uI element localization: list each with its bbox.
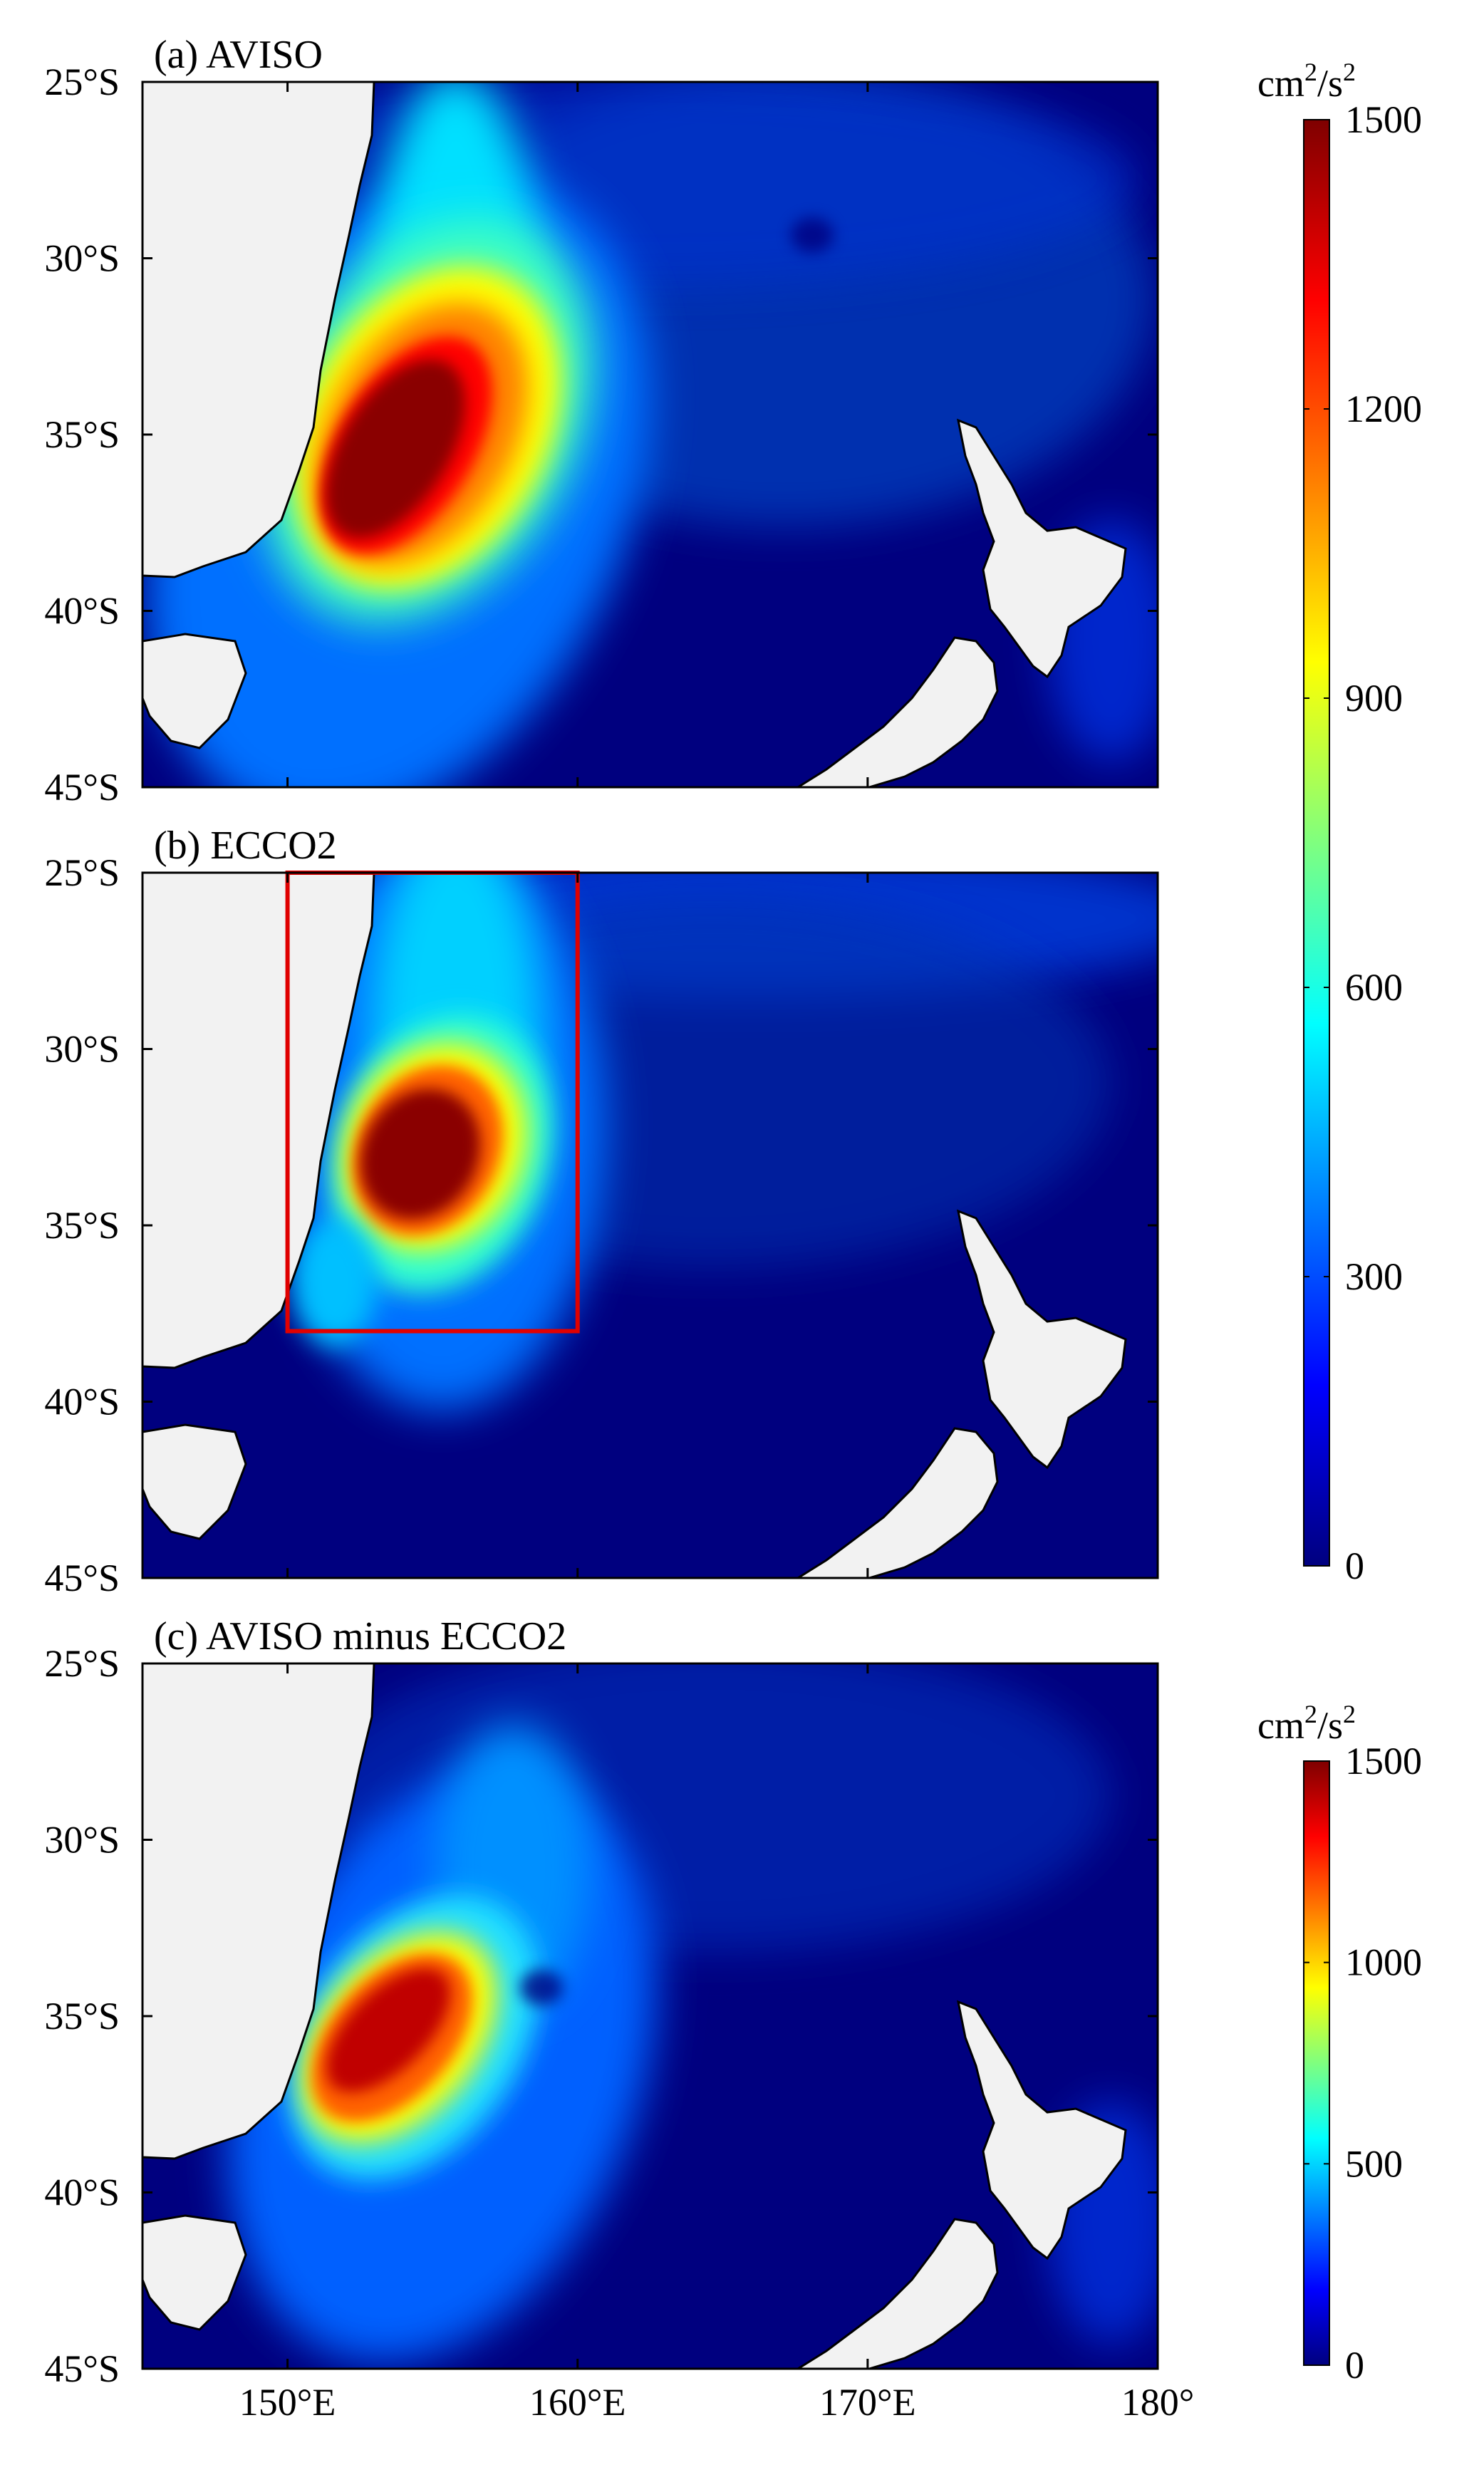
- x-axis: 150°E 160°E 170°E 180°: [239, 82, 1195, 2424]
- y-tick-label: 25°S: [44, 61, 120, 103]
- panel-a-land-tasmania: [142, 633, 247, 749]
- colorbar-tick-label: 600: [1345, 966, 1403, 1009]
- panel-c-y-axis: 25°S 30°S 35°S 40°S 45°S: [44, 1642, 1158, 2390]
- colorbar-1-unit: cm2/s2: [1257, 58, 1356, 105]
- y-tick-label: 35°S: [44, 1995, 120, 2037]
- panel-c-field: [142, 1663, 1158, 2369]
- panel-b-y-axis: 25°S 30°S 35°S 40°S 45°S: [44, 851, 1158, 1599]
- panel-b-title: (b) ECCO2: [154, 824, 337, 868]
- colorbar-tick-label: 300: [1345, 1255, 1403, 1298]
- panel-a-title: (a) AVISO: [154, 33, 323, 77]
- colorbar-tick-label: 500: [1345, 2142, 1403, 2185]
- y-tick-label: 25°S: [44, 1642, 120, 1685]
- colorbar-2: cm2/s2 0 500 1000 1500: [1257, 1700, 1422, 2387]
- colorbar-2-bar: [1303, 1760, 1330, 2366]
- colorbar-1: cm2/s2 0 300 600 900 1200 1500: [1257, 58, 1422, 1587]
- y-tick-label: 45°S: [44, 766, 120, 809]
- panel-a-land-nz-north: [956, 418, 1127, 679]
- panel-b-land-tasmania: [142, 1423, 247, 1540]
- panel-a-land-nz-south: [796, 636, 999, 787]
- y-tick-label: 40°S: [44, 2171, 120, 2214]
- colorbar-1-bar: [1303, 119, 1330, 1567]
- y-tick-label: 40°S: [44, 590, 120, 633]
- colorbar-tick-label: 0: [1345, 2344, 1364, 2387]
- y-tick-label: 30°S: [44, 1819, 120, 1862]
- y-tick-label: 45°S: [44, 1557, 120, 1599]
- panel-b-land-nz-north: [956, 1209, 1127, 1470]
- y-tick-label: 45°S: [44, 2347, 120, 2390]
- colorbar-tick-label: 1500: [1345, 1740, 1422, 1782]
- x-tick-label: 160°E: [529, 2381, 626, 2424]
- panel-c-land-nz-north: [956, 2000, 1127, 2260]
- panel-b: (b) ECCO2 25°S 30°S 35°S 40°S 45°S: [44, 824, 1159, 1599]
- x-tick-label: 170°E: [819, 2381, 916, 2424]
- colorbar-1-ticks: 0 300 600 900 1200 1500: [1304, 98, 1422, 1587]
- colorbar-tick-label: 1000: [1345, 1941, 1422, 1984]
- x-tick-label: 180°: [1121, 2381, 1195, 2424]
- panel-a-y-axis: 25°S 30°S 35°S 40°S 45°S: [44, 61, 1158, 809]
- y-tick-label: 30°S: [44, 1028, 120, 1071]
- y-tick-label: 25°S: [44, 851, 120, 894]
- panel-c-land-australia: [142, 1663, 375, 2160]
- panel-a-land-australia: [142, 82, 375, 578]
- panel-c-land-tasmania: [142, 2214, 247, 2331]
- y-tick-label: 35°S: [44, 413, 120, 456]
- panel-b-field: [142, 873, 1158, 1578]
- panel-c-title: (c) AVISO minus ECCO2: [154, 1614, 566, 1658]
- colorbar-tick-label: 900: [1345, 677, 1403, 720]
- panel-a: (a) AVISO 25°S 30°S 35°S 40°S 45°S: [44, 33, 1159, 809]
- colorbar-tick-label: 1500: [1345, 98, 1422, 141]
- panel-c: (c) AVISO minus ECCO2 25°S 30°S 35°S 40°S 45…: [44, 1614, 1159, 2390]
- panel-a-field: [142, 82, 1158, 787]
- panel-b-land-australia: [142, 873, 375, 1369]
- y-tick-label: 30°S: [44, 237, 120, 280]
- y-tick-label: 35°S: [44, 1204, 120, 1247]
- y-tick-label: 40°S: [44, 1381, 120, 1423]
- panel-b-land-nz-south: [796, 1427, 999, 1578]
- colorbar-2-unit: cm2/s2: [1257, 1700, 1356, 1747]
- x-tick-label: 150°E: [239, 2381, 336, 2424]
- panel-c-land-nz-south: [796, 2218, 999, 2369]
- colorbar-tick-label: 0: [1345, 1544, 1364, 1587]
- colorbar-tick-label: 1200: [1345, 388, 1422, 430]
- colorbar-2-ticks: 0 500 1000 1500: [1304, 1740, 1422, 2387]
